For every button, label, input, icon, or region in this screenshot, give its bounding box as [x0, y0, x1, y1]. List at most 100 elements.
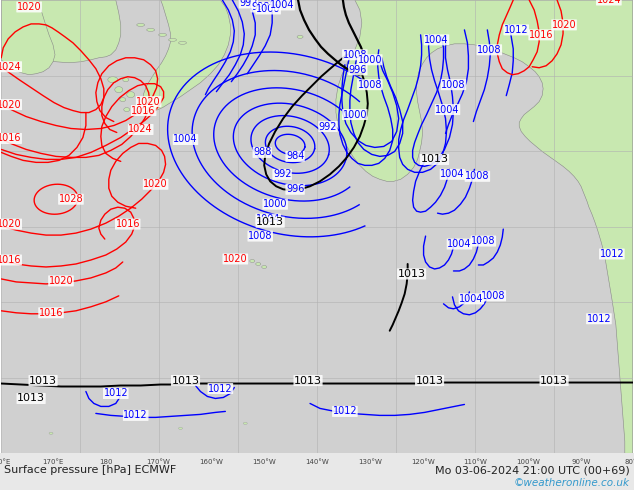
- Text: 996: 996: [286, 184, 304, 194]
- Text: 1013: 1013: [398, 269, 425, 279]
- Ellipse shape: [250, 260, 255, 263]
- Text: 1020: 1020: [0, 219, 22, 229]
- Ellipse shape: [123, 78, 129, 82]
- Text: 1008: 1008: [342, 50, 367, 60]
- Text: 1004: 1004: [424, 35, 449, 45]
- Text: 1004: 1004: [459, 294, 484, 304]
- Text: 170°W: 170°W: [146, 459, 171, 465]
- Text: 90°W: 90°W: [571, 459, 591, 465]
- Polygon shape: [1, 0, 120, 63]
- Text: 1020: 1020: [16, 2, 41, 12]
- Text: 1004: 1004: [447, 239, 472, 249]
- Text: 1020: 1020: [223, 254, 248, 264]
- Text: 992: 992: [319, 122, 337, 131]
- Text: 1008: 1008: [248, 231, 273, 241]
- Text: 130°W: 130°W: [358, 459, 382, 465]
- Ellipse shape: [297, 35, 303, 38]
- Text: 1000: 1000: [256, 4, 280, 14]
- Text: 1004: 1004: [436, 104, 460, 115]
- Ellipse shape: [179, 427, 183, 429]
- Text: 1008: 1008: [471, 236, 496, 246]
- Text: 1012: 1012: [600, 249, 624, 259]
- Ellipse shape: [127, 92, 134, 98]
- Text: 1016: 1016: [0, 255, 22, 265]
- Text: 1000: 1000: [342, 110, 367, 120]
- Text: 1013: 1013: [420, 154, 448, 164]
- Text: 150°W: 150°W: [252, 459, 276, 465]
- Text: 1012: 1012: [208, 384, 233, 393]
- Polygon shape: [143, 0, 230, 113]
- Text: 984: 984: [286, 151, 304, 161]
- Text: Mo 03-06-2024 21:00 UTC (00+69): Mo 03-06-2024 21:00 UTC (00+69): [436, 465, 630, 475]
- Text: 1008: 1008: [441, 80, 466, 90]
- Ellipse shape: [115, 87, 123, 93]
- Text: 1020: 1020: [49, 276, 74, 286]
- Text: 1020: 1020: [552, 20, 576, 30]
- Ellipse shape: [179, 41, 186, 44]
- Text: 1016: 1016: [529, 30, 553, 40]
- Text: 1013: 1013: [172, 375, 200, 386]
- Ellipse shape: [262, 266, 267, 269]
- Text: 160°W: 160°W: [200, 459, 223, 465]
- Text: 1008: 1008: [465, 172, 489, 181]
- Text: 1016: 1016: [39, 308, 63, 318]
- Text: 1000: 1000: [263, 199, 287, 209]
- Text: 1013: 1013: [415, 375, 444, 386]
- Text: 1024: 1024: [0, 62, 22, 72]
- Text: 1012: 1012: [333, 406, 357, 416]
- Text: 1016: 1016: [0, 133, 22, 144]
- Text: 1012: 1012: [586, 314, 611, 324]
- Ellipse shape: [158, 33, 167, 36]
- Text: 100°W: 100°W: [517, 459, 540, 465]
- Ellipse shape: [169, 38, 176, 41]
- Ellipse shape: [146, 28, 155, 31]
- Text: Surface pressure [hPa] ECMWF: Surface pressure [hPa] ECMWF: [4, 465, 176, 475]
- Text: ©weatheronline.co.uk: ©weatheronline.co.uk: [514, 478, 630, 488]
- Ellipse shape: [137, 24, 145, 26]
- Text: 1004: 1004: [256, 214, 280, 224]
- Text: 1020: 1020: [0, 99, 22, 110]
- Text: 1004: 1004: [270, 0, 294, 10]
- Text: 996: 996: [349, 65, 367, 75]
- Text: 988: 988: [253, 147, 271, 157]
- Text: 1008: 1008: [481, 291, 505, 301]
- Text: 120°W: 120°W: [411, 459, 434, 465]
- Text: 992: 992: [239, 0, 257, 8]
- Ellipse shape: [256, 263, 261, 266]
- Text: 1012: 1012: [504, 25, 529, 35]
- Text: 110°W: 110°W: [463, 459, 488, 465]
- Text: 1024: 1024: [128, 124, 153, 134]
- Text: 1008: 1008: [358, 80, 382, 90]
- Text: 1024: 1024: [597, 0, 621, 5]
- Polygon shape: [1, 0, 55, 74]
- Ellipse shape: [49, 432, 53, 434]
- Text: 1008: 1008: [477, 45, 501, 55]
- Text: 1013: 1013: [294, 375, 322, 386]
- Polygon shape: [336, 0, 633, 453]
- Text: 1016: 1016: [115, 219, 140, 229]
- Text: 1013: 1013: [256, 217, 284, 227]
- Text: 1000: 1000: [358, 55, 382, 65]
- Ellipse shape: [243, 422, 247, 424]
- Text: 140°W: 140°W: [305, 459, 329, 465]
- Text: 160°E: 160°E: [0, 459, 11, 465]
- Text: 170°E: 170°E: [42, 459, 63, 465]
- Text: 1016: 1016: [131, 105, 156, 116]
- Ellipse shape: [108, 77, 118, 83]
- Text: 180: 180: [99, 459, 112, 465]
- Text: 1013: 1013: [29, 375, 57, 386]
- Text: 1020: 1020: [136, 97, 161, 107]
- Text: 80°W: 80°W: [624, 459, 634, 465]
- Text: 1013: 1013: [540, 375, 568, 386]
- Text: 1004: 1004: [440, 170, 465, 179]
- Text: 992: 992: [273, 170, 292, 179]
- Ellipse shape: [120, 98, 126, 101]
- Text: 998: 998: [251, 2, 269, 12]
- Text: 1012: 1012: [103, 389, 128, 398]
- Text: 1028: 1028: [58, 194, 83, 204]
- Text: 1013: 1013: [17, 393, 45, 403]
- Ellipse shape: [124, 108, 130, 112]
- Text: 1012: 1012: [124, 411, 148, 420]
- Text: 1004: 1004: [173, 134, 198, 145]
- Text: 1020: 1020: [143, 179, 168, 189]
